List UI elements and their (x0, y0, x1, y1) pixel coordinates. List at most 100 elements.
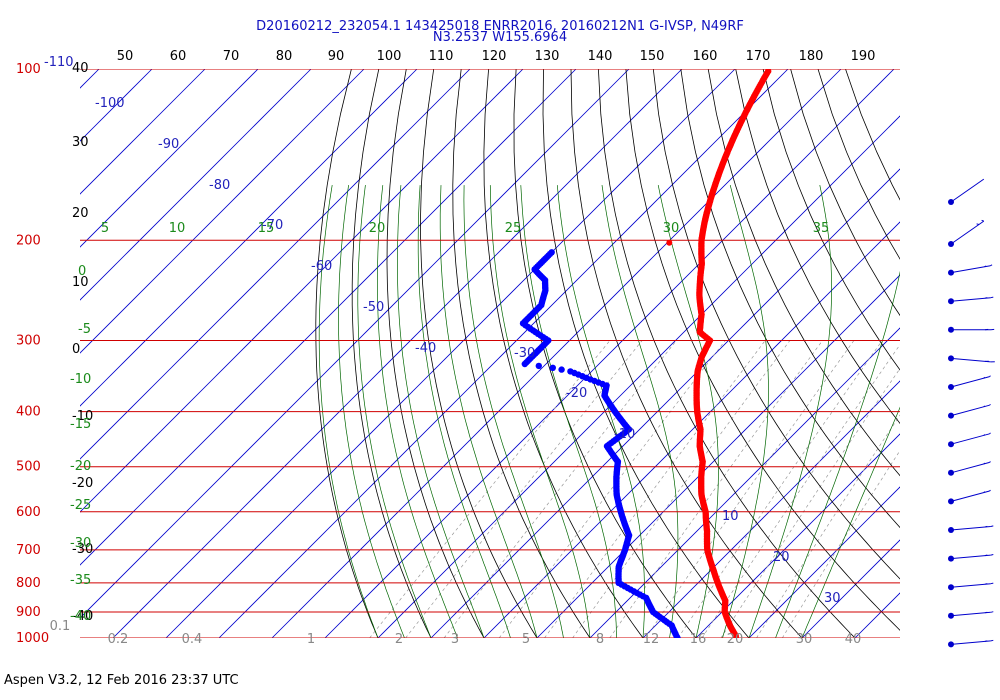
pressure-label: 900 (16, 605, 41, 620)
dry-adiabat-line (570, 69, 803, 638)
mixing-ratio-label: 8 (596, 632, 604, 647)
theta-label-left: 30 (72, 135, 89, 150)
isotherm-line (165, 69, 736, 638)
moist-adiabat-label: 25 (505, 221, 522, 236)
isotherm-label: 20 (773, 550, 790, 565)
mixing-ratio-label: 20 (727, 632, 744, 647)
wind-barb-flag (990, 582, 994, 585)
wind-barb-flag (984, 583, 988, 585)
pressure-label: 1000 (16, 631, 49, 646)
top-temp-label: 60 (170, 49, 187, 64)
moist-adiabat-label: 20 (369, 221, 386, 236)
mixing-ratio-line (701, 344, 900, 638)
isotherm-label: -30 (514, 346, 535, 361)
dry-adiabat-line (652, 69, 900, 580)
top-temp-label: 180 (799, 49, 824, 64)
wind-barb-flag (983, 462, 986, 465)
top-temp-label: 80 (276, 49, 293, 64)
mixing-ratio-line (609, 340, 823, 638)
isotherm-line (80, 69, 630, 619)
temperature-point (666, 239, 673, 246)
wind-barb-flag (983, 434, 986, 436)
wind-barb-staff (950, 178, 985, 203)
theta-label-left: 10 (72, 275, 89, 290)
wind-barb-staff (950, 376, 990, 388)
isotherm-line (112, 69, 683, 638)
moist-adiabat-label: 15 (258, 221, 275, 236)
isotherm-line (589, 327, 900, 638)
wind-barb-flag (990, 525, 994, 527)
top-temp-label: 140 (588, 49, 613, 64)
top-temp-label: 120 (482, 49, 507, 64)
dry-adiabat-line (790, 69, 900, 317)
moist-adiabat-label: 5 (101, 221, 109, 236)
wind-barb-flag (989, 489, 991, 492)
wind-barb-flag (989, 432, 991, 435)
dry-adiabat-line (542, 69, 750, 638)
wind-barb-staff (950, 640, 991, 645)
wind-barb-flag (983, 491, 986, 493)
top-temp-label: 190 (851, 49, 876, 64)
dry-adiabat-line (315, 69, 379, 638)
dry-adiabat-line (420, 69, 538, 638)
isotherm-label: -70 (262, 218, 283, 233)
isotherm-label: 30 (824, 591, 841, 606)
pressure-label: 800 (16, 576, 41, 591)
isotherm-line (536, 274, 900, 638)
top-temp-label: 130 (535, 49, 560, 64)
dry-adiabat-line (483, 69, 644, 638)
mixing-ratio-label: 40 (845, 632, 862, 647)
mixing-ratio-line (645, 340, 855, 638)
pressure-label: 700 (16, 543, 41, 558)
wind-barb-flag (989, 403, 991, 406)
wind-barb-staff (950, 357, 991, 363)
mixing-ratio-line (369, 340, 611, 638)
dewpoint-point (558, 366, 565, 373)
pressure-label: 300 (16, 333, 41, 348)
top-temp-label: 70 (223, 49, 240, 64)
pressure-label: 600 (16, 505, 41, 520)
dry-adiabat-line (735, 69, 900, 424)
wind-barb-flag (990, 639, 994, 642)
wind-barb-staff (950, 433, 990, 445)
moist-adiabat-label-left: -5 (78, 322, 91, 337)
moist-adiabat-label-left: -20 (70, 459, 91, 474)
wind-barb-flag (981, 219, 984, 222)
isotherm-line (218, 69, 789, 638)
moist-adiabat-label-left: -10 (70, 372, 91, 387)
mixing-ratio-label: 1 (307, 632, 315, 647)
wind-barb-flag (983, 376, 986, 379)
isotherm-label: -10 (614, 427, 635, 442)
isotherm-label: -20 (566, 386, 587, 401)
wind-barb-flag (990, 264, 993, 267)
mixing-ratio-label: 16 (690, 632, 707, 647)
isotherm-line (80, 69, 577, 566)
wind-barb-staff (950, 554, 991, 560)
isotherm-line (324, 69, 895, 638)
dewpoint-point (674, 634, 681, 638)
isotherm-line (908, 69, 1000, 638)
dry-adiabat-line (513, 69, 697, 638)
isotherm-line (377, 115, 900, 638)
dewpoint-point (549, 364, 556, 371)
top-temp-label: 50 (117, 49, 134, 64)
pressure-label: 400 (16, 405, 41, 420)
moist-adiabat-label-left: -15 (70, 417, 91, 432)
theta-label-left: 40 (72, 61, 89, 76)
wind-barb-staff (950, 265, 991, 274)
sounding-traces (519, 69, 772, 638)
wind-barb-flag (990, 611, 994, 613)
moist-adiabat-label-left: -30 (70, 536, 91, 551)
mixing-ratio-label: 5 (522, 632, 530, 647)
top-temp-label: -110 (44, 55, 74, 70)
dewpoint-point (535, 362, 542, 370)
mixing-ratio-line (677, 340, 883, 638)
isotherm-label: -60 (311, 259, 332, 274)
wind-barb-flag (989, 375, 991, 377)
dry-adiabat-line (707, 69, 900, 477)
dry-adiabat-line (845, 69, 900, 201)
wind-barb-staff (950, 461, 990, 474)
pressure-label: 100 (16, 62, 41, 77)
moist-adiabat-label-left: -40 (70, 609, 91, 624)
